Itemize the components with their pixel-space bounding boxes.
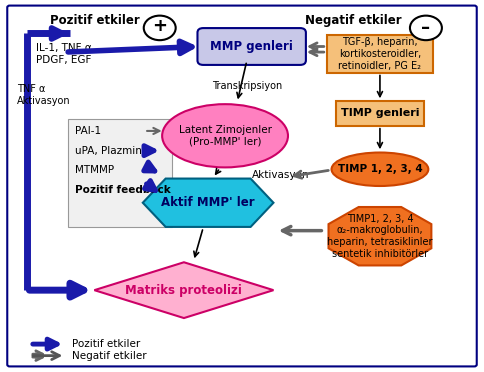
Text: MTMMP: MTMMP	[75, 166, 114, 175]
Text: –: –	[422, 19, 430, 37]
Polygon shape	[94, 262, 273, 318]
Ellipse shape	[162, 104, 288, 167]
Text: TGF-β, heparin,
kortikosteroidler,
retinoidler, PG E₂: TGF-β, heparin, kortikosteroidler, retin…	[338, 37, 422, 71]
Text: PAI-1: PAI-1	[75, 126, 101, 136]
Text: Pozitif etkiler: Pozitif etkiler	[49, 14, 139, 27]
Text: IL-1, TNF α,
PDGF, EGF: IL-1, TNF α, PDGF, EGF	[36, 43, 95, 65]
Text: Matriks proteolizi: Matriks proteolizi	[125, 284, 242, 296]
Text: TIMP1, 2, 3, 4
α₂-makroglobulin,
heparin, tetrasiklinler
sentetik inhibitörler: TIMP1, 2, 3, 4 α₂-makroglobulin, heparin…	[327, 214, 433, 259]
Polygon shape	[143, 179, 273, 227]
Bar	[68, 119, 172, 227]
Bar	[327, 35, 433, 73]
Text: TIMP genleri: TIMP genleri	[341, 109, 419, 118]
Text: Transkripsiyon: Transkripsiyon	[212, 81, 282, 90]
Text: Aktif MMP' ler: Aktif MMP' ler	[161, 196, 255, 209]
Polygon shape	[329, 207, 431, 266]
Text: Latent Zimojenler
(Pro-MMP' ler): Latent Zimojenler (Pro-MMP' ler)	[179, 125, 272, 147]
Text: Pozitif etkiler: Pozitif etkiler	[72, 339, 140, 349]
Text: TNF α
Aktivasyon: TNF α Aktivasyon	[17, 84, 71, 106]
Text: Negatif etkiler: Negatif etkiler	[305, 14, 402, 27]
Text: Aktivasyon: Aktivasyon	[252, 170, 309, 180]
FancyBboxPatch shape	[197, 28, 306, 65]
Text: +: +	[152, 17, 167, 35]
Circle shape	[410, 16, 442, 40]
Text: uPA, Plazmin: uPA, Plazmin	[75, 146, 142, 155]
Bar	[336, 101, 424, 126]
Text: Negatif etkiler: Negatif etkiler	[72, 351, 146, 360]
Text: MMP genleri: MMP genleri	[210, 40, 293, 53]
Text: Pozitif feedback: Pozitif feedback	[75, 185, 171, 195]
Ellipse shape	[332, 153, 428, 186]
Circle shape	[144, 16, 176, 40]
Text: TIMP 1, 2, 3, 4: TIMP 1, 2, 3, 4	[337, 164, 423, 174]
